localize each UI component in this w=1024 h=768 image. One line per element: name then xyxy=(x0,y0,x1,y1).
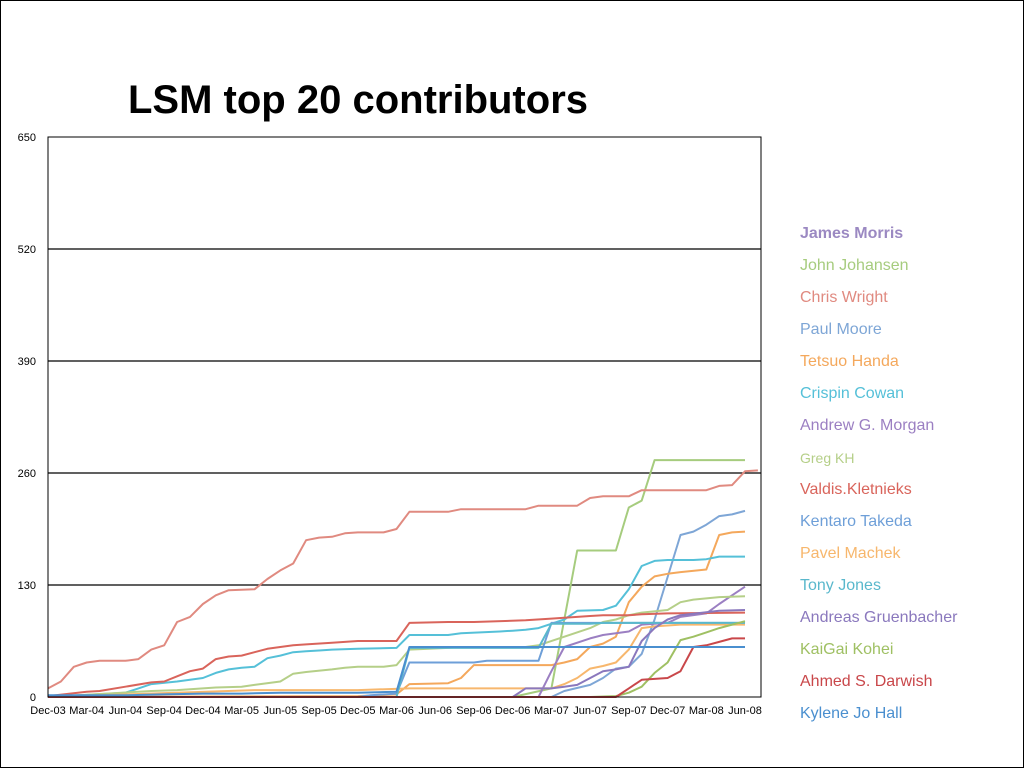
legend-item: Crispin Cowan xyxy=(800,385,905,402)
series-line xyxy=(47,623,745,698)
y-tick-label: 130 xyxy=(18,580,36,592)
x-tick-label: Jun-08 xyxy=(728,705,762,717)
x-tick-label: Mar-04 xyxy=(69,705,104,717)
x-tick-label: Mar-07 xyxy=(534,705,569,717)
x-tick-label: Dec-04 xyxy=(185,705,220,717)
x-tick-label: Dec-03 xyxy=(30,705,65,717)
series-line xyxy=(48,621,745,698)
plot-frame xyxy=(47,136,762,698)
legend-item: Pavel Machek xyxy=(800,545,901,562)
y-tick-label: 390 xyxy=(18,356,36,368)
chart-series xyxy=(47,459,758,698)
x-tick-label: Dec-05 xyxy=(340,705,375,717)
series-line xyxy=(48,646,745,697)
x-tick-label: Dec-06 xyxy=(495,705,530,717)
chart-legend: James Morris John Johansen Chris Wright Pau… xyxy=(800,224,1015,736)
legend-item: John Johansen xyxy=(800,257,909,274)
series-line xyxy=(48,509,746,698)
x-tick-label: Jun-04 xyxy=(109,705,143,717)
series-line xyxy=(47,611,746,698)
x-axis-ticks: Dec-03 Mar-04 Jun-04 Sep-04 Dec-04 Mar-05 Jun-… xyxy=(30,705,762,717)
x-tick-label: Sep-06 xyxy=(456,705,491,717)
series-line xyxy=(48,621,745,698)
legend-item: Greg KH xyxy=(800,450,855,466)
x-tick-label: Mar-08 xyxy=(689,705,724,717)
x-tick-label: Jun-07 xyxy=(573,705,607,717)
legend-item: James Morris xyxy=(800,225,904,242)
legend-item: Tetsuo Handa xyxy=(800,353,899,370)
x-tick-label: Sep-07 xyxy=(611,705,646,717)
series-line xyxy=(48,609,746,698)
chart-grid xyxy=(48,248,761,586)
x-tick-label: Mar-05 xyxy=(224,705,259,717)
legend-item: Tony Jones xyxy=(800,577,881,594)
y-tick-label: 260 xyxy=(18,468,36,480)
y-tick-label: 650 xyxy=(18,132,36,144)
y-tick-label: 0 xyxy=(30,692,36,704)
legend-item: Paul Moore xyxy=(800,321,882,338)
legend-item: Kentaro Takeda xyxy=(800,513,912,530)
x-tick-label: Jun-06 xyxy=(418,705,452,717)
legend-item: Andreas Gruenbacher xyxy=(800,609,958,626)
series-line xyxy=(48,459,745,698)
chart-title: LSM top 20 contributors xyxy=(128,78,588,122)
series-line xyxy=(48,585,746,698)
x-tick-label: Jun-05 xyxy=(264,705,298,717)
legend-item: Chris Wright xyxy=(800,289,888,306)
series-line xyxy=(48,620,746,698)
x-tick-label: Dec-07 xyxy=(650,705,685,717)
legend-item: Kylene Jo Hall xyxy=(800,705,903,722)
series-line xyxy=(47,555,745,698)
x-tick-label: Mar-06 xyxy=(379,705,414,717)
y-axis-ticks: 0 130 260 390 520 650 xyxy=(18,132,36,704)
series-line xyxy=(47,595,746,698)
y-tick-label: 520 xyxy=(18,244,36,256)
x-tick-label: Sep-04 xyxy=(146,705,181,717)
series-line xyxy=(48,637,745,698)
legend-item: Andrew G. Morgan xyxy=(800,417,935,434)
x-tick-label: Sep-05 xyxy=(301,705,336,717)
series-line xyxy=(47,469,758,690)
legend-item: Valdis.Kletnieks xyxy=(800,481,912,498)
legend-item: Ahmed S. Darwish xyxy=(800,673,933,690)
legend-item: KaiGai Kohei xyxy=(800,641,894,658)
